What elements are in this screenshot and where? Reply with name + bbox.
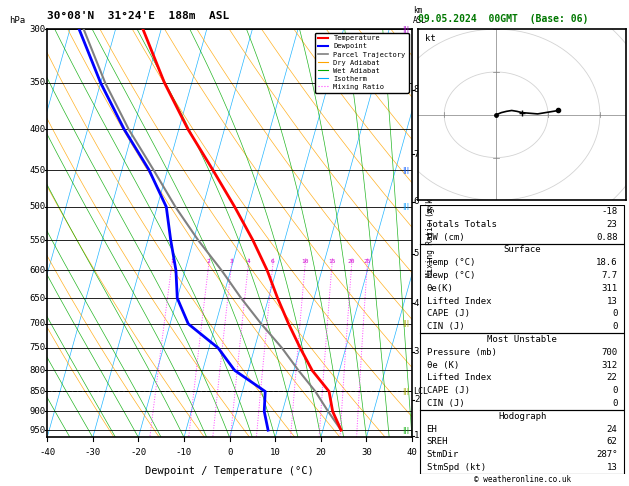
Text: θe(K): θe(K) — [426, 284, 454, 293]
Text: 550: 550 — [29, 236, 45, 244]
Text: 30: 30 — [361, 448, 372, 457]
Text: 8: 8 — [414, 85, 419, 94]
Text: K: K — [426, 207, 432, 216]
Text: -10: -10 — [176, 448, 192, 457]
Text: 30°08'N  31°24'E  188m  ASL: 30°08'N 31°24'E 188m ASL — [47, 11, 230, 21]
Text: © weatheronline.co.uk: © weatheronline.co.uk — [474, 474, 571, 484]
Text: SREH: SREH — [426, 437, 448, 446]
Text: -40: -40 — [39, 448, 55, 457]
Text: 2: 2 — [414, 395, 419, 404]
Text: kt: kt — [425, 35, 435, 43]
Text: 3: 3 — [230, 260, 233, 264]
Text: Hodograph: Hodograph — [498, 412, 546, 421]
Text: 20: 20 — [348, 260, 355, 264]
Text: θe (K): θe (K) — [426, 361, 459, 370]
Text: 500: 500 — [29, 202, 45, 211]
Text: 24: 24 — [607, 425, 618, 434]
Text: -30: -30 — [85, 448, 101, 457]
Text: hPa: hPa — [9, 16, 25, 25]
Text: 0: 0 — [227, 448, 232, 457]
Text: 13: 13 — [607, 463, 618, 472]
Text: 0.88: 0.88 — [596, 233, 618, 242]
Text: CIN (J): CIN (J) — [426, 399, 464, 408]
Text: 700: 700 — [601, 348, 618, 357]
Text: Pressure (mb): Pressure (mb) — [426, 348, 496, 357]
Text: StmSpd (kt): StmSpd (kt) — [426, 463, 486, 472]
Text: 15: 15 — [328, 260, 336, 264]
Text: Lifted Index: Lifted Index — [426, 296, 491, 306]
Text: LCL: LCL — [413, 387, 428, 396]
Text: 4: 4 — [414, 299, 419, 308]
Text: 10: 10 — [270, 448, 281, 457]
Text: 25: 25 — [364, 260, 371, 264]
Text: 400: 400 — [29, 125, 45, 134]
Text: 22: 22 — [607, 373, 618, 382]
Text: Surface: Surface — [503, 245, 541, 255]
Text: 10: 10 — [301, 260, 309, 264]
Text: 4: 4 — [247, 260, 250, 264]
Text: -20: -20 — [130, 448, 147, 457]
Text: 7: 7 — [414, 150, 419, 159]
Text: 312: 312 — [601, 361, 618, 370]
Text: 2: 2 — [207, 260, 211, 264]
Text: |||: ||| — [402, 26, 409, 33]
Text: 300: 300 — [29, 25, 45, 34]
Text: Dewp (°C): Dewp (°C) — [426, 271, 475, 280]
Text: |||: ||| — [402, 167, 409, 174]
Text: |||: ||| — [402, 203, 409, 210]
Text: 650: 650 — [29, 294, 45, 303]
Text: 0: 0 — [612, 310, 618, 318]
Text: 900: 900 — [29, 407, 45, 416]
Text: 450: 450 — [29, 166, 45, 174]
Text: CAPE (J): CAPE (J) — [426, 310, 470, 318]
Text: 5: 5 — [414, 249, 419, 258]
Text: 23: 23 — [607, 220, 618, 229]
Text: CIN (J): CIN (J) — [426, 322, 464, 331]
Text: 1: 1 — [170, 260, 174, 264]
Text: Mixing Ratio (g/kg): Mixing Ratio (g/kg) — [426, 190, 435, 277]
Text: 800: 800 — [29, 366, 45, 375]
Text: |||: ||| — [402, 427, 409, 434]
Text: 62: 62 — [607, 437, 618, 446]
Text: EH: EH — [426, 425, 437, 434]
Text: 0: 0 — [612, 399, 618, 408]
Text: 0: 0 — [612, 322, 618, 331]
Text: 950: 950 — [29, 426, 45, 434]
Text: 600: 600 — [29, 266, 45, 275]
Text: 09.05.2024  00GMT  (Base: 06): 09.05.2024 00GMT (Base: 06) — [418, 14, 589, 24]
Text: 3: 3 — [414, 347, 419, 356]
Text: 1: 1 — [414, 431, 419, 440]
Text: |||: ||| — [402, 388, 409, 395]
Text: -18: -18 — [601, 207, 618, 216]
Text: 7.7: 7.7 — [601, 271, 618, 280]
Text: Totals Totals: Totals Totals — [426, 220, 496, 229]
Text: 311: 311 — [601, 284, 618, 293]
Text: Lifted Index: Lifted Index — [426, 373, 491, 382]
Text: Temp (°C): Temp (°C) — [426, 258, 475, 267]
Text: CAPE (J): CAPE (J) — [426, 386, 470, 395]
Text: 750: 750 — [29, 344, 45, 352]
Text: 20: 20 — [315, 448, 326, 457]
Text: km
ASL: km ASL — [413, 6, 426, 25]
Text: 18.6: 18.6 — [596, 258, 618, 267]
Text: 287°: 287° — [596, 450, 618, 459]
Text: 40: 40 — [406, 448, 418, 457]
Text: 350: 350 — [29, 78, 45, 87]
Text: 700: 700 — [29, 319, 45, 329]
Text: 850: 850 — [29, 387, 45, 396]
Text: 13: 13 — [607, 296, 618, 306]
Text: Dewpoint / Temperature (°C): Dewpoint / Temperature (°C) — [145, 466, 314, 476]
Text: PW (cm): PW (cm) — [426, 233, 464, 242]
Text: StmDir: StmDir — [426, 450, 459, 459]
Text: Most Unstable: Most Unstable — [487, 335, 557, 344]
Text: 6: 6 — [271, 260, 275, 264]
Text: |||: ||| — [402, 320, 409, 328]
Text: 0: 0 — [612, 386, 618, 395]
Legend: Temperature, Dewpoint, Parcel Trajectory, Dry Adiabat, Wet Adiabat, Isotherm, Mi: Temperature, Dewpoint, Parcel Trajectory… — [314, 33, 408, 93]
Text: 6: 6 — [414, 197, 419, 207]
